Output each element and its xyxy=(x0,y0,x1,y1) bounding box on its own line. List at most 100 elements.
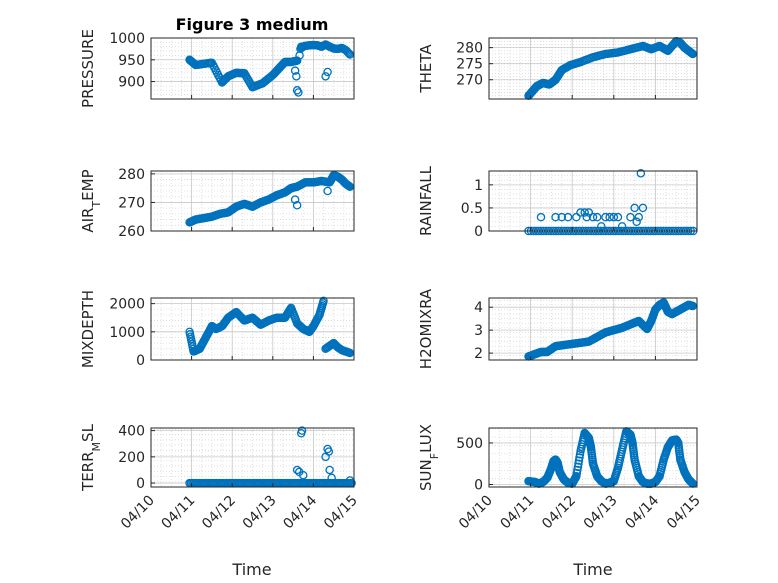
data-point xyxy=(617,222,627,231)
y-tick-label: 0 xyxy=(474,478,483,494)
data-point xyxy=(319,296,328,306)
y-tick-label: 260 xyxy=(118,224,145,240)
data-point xyxy=(634,212,644,222)
axes-box xyxy=(488,427,698,488)
data-point xyxy=(575,453,584,462)
y-axis-label-air-temp: AIRTEMP xyxy=(79,169,103,232)
y-axis-label-pressure: PRESSURE xyxy=(79,29,97,108)
y-tick-label: 200 xyxy=(118,450,145,466)
data-point xyxy=(636,169,646,178)
data-point xyxy=(298,470,308,480)
data-point xyxy=(296,42,306,51)
y-tick-label: 500 xyxy=(456,436,483,452)
data-point xyxy=(588,212,598,222)
data-point xyxy=(563,212,573,222)
data-point xyxy=(536,212,546,222)
y-tick-label: 1000 xyxy=(109,325,145,341)
x-tick-label: 04/12 xyxy=(539,493,579,533)
subplot-sun-flux: 0 500 04/10 04/11 04/12 04/13 04/14 04/15 SUNFLU… xyxy=(417,424,704,532)
axes-box xyxy=(150,427,355,488)
data-point xyxy=(573,462,583,472)
data-point xyxy=(321,72,330,81)
data-point xyxy=(290,66,300,75)
subplot-pressure: 900 950 1000 PRESSURE xyxy=(79,29,355,108)
data-point xyxy=(574,456,584,465)
x-tick-label: 04/10 xyxy=(456,493,496,533)
axes-box xyxy=(488,37,698,100)
y-tick-label: 0.5 xyxy=(461,201,483,217)
data-point xyxy=(626,212,635,222)
axes-box xyxy=(150,37,355,100)
data-point xyxy=(597,222,606,231)
data-point xyxy=(605,212,614,222)
data-point xyxy=(613,212,623,222)
data-point xyxy=(592,212,602,222)
y-axis-label-sun-flux: SUNFLUX xyxy=(417,424,441,491)
x-tick-label: 04/12 xyxy=(199,493,239,533)
data-point xyxy=(323,186,332,196)
data-point xyxy=(297,426,307,435)
y-tick-label: 900 xyxy=(118,75,145,91)
data-point xyxy=(582,212,592,222)
data-point xyxy=(292,72,301,81)
axes-box xyxy=(150,170,355,232)
y-tick-label: 0 xyxy=(474,224,483,240)
y-tick-label: 280 xyxy=(118,167,145,183)
data-point xyxy=(584,208,594,217)
figure-title: Figure 3 medium xyxy=(176,15,329,34)
x-tick-label: 04/10 xyxy=(118,493,158,533)
axes-box xyxy=(488,170,698,232)
data-point xyxy=(294,88,303,97)
y-tick-label: 1000 xyxy=(109,31,145,47)
y-tick-label: 4 xyxy=(474,300,483,316)
data-point xyxy=(292,56,302,65)
data-point xyxy=(573,465,582,475)
y-tick-label: 1 xyxy=(474,178,483,194)
x-tick-label: 04/13 xyxy=(240,493,280,533)
x-tick-label: 04/11 xyxy=(498,493,538,533)
subplot-mixdepth: 0 1000 2000 MIXDEPTH xyxy=(79,290,355,369)
x-tick-label: 04/11 xyxy=(159,493,199,533)
data-point xyxy=(290,195,300,204)
data-point xyxy=(557,212,567,222)
data-point xyxy=(572,471,581,481)
y-tick-label: 2000 xyxy=(109,297,145,313)
data-point xyxy=(576,208,585,217)
data-point xyxy=(572,468,582,478)
data-point xyxy=(323,67,332,77)
data-point xyxy=(551,212,560,222)
x-tick-label: 04/14 xyxy=(622,492,662,532)
subplot-rainfall: 0 0.5 1 RAINFALL xyxy=(417,165,698,240)
y-tick-label: 3 xyxy=(474,323,483,339)
data-point xyxy=(324,447,334,456)
y-axis-label-h2o-mixratio: H2OMIXRA xyxy=(417,288,435,369)
subplot-h2o-mixratio: 2 3 4 H2OMIXRA xyxy=(417,288,698,369)
axes-box xyxy=(150,297,355,361)
y-axis-label-theta: THETA xyxy=(417,44,435,94)
data-point xyxy=(575,450,585,459)
data-point xyxy=(327,473,336,483)
y-axis-label-mixdepth: MIXDEPTH xyxy=(79,290,97,368)
x-axis-label-left: Time xyxy=(231,560,271,579)
x-axis-label-right: Time xyxy=(572,560,612,579)
y-tick-label: 0 xyxy=(136,476,145,492)
y-tick-label: 270 xyxy=(456,73,483,89)
y-axis-label-terr-msl: TERRMSL xyxy=(79,423,103,492)
data-point xyxy=(638,203,648,213)
y-tick-label: 950 xyxy=(118,53,145,69)
axes-box xyxy=(488,297,698,361)
data-point xyxy=(325,465,334,475)
data-point xyxy=(580,208,589,217)
data-point xyxy=(632,217,641,227)
data-point xyxy=(292,465,302,475)
subplot-air-temp: 260 270 280 AIRTEMP xyxy=(79,167,355,240)
data-point xyxy=(601,212,610,222)
y-tick-label: 275 xyxy=(456,57,483,73)
data-point xyxy=(292,201,302,210)
data-point xyxy=(630,203,639,213)
y-tick-label: 2 xyxy=(474,346,483,362)
data-point xyxy=(688,301,698,311)
x-tick-label: 04/15 xyxy=(664,493,704,533)
